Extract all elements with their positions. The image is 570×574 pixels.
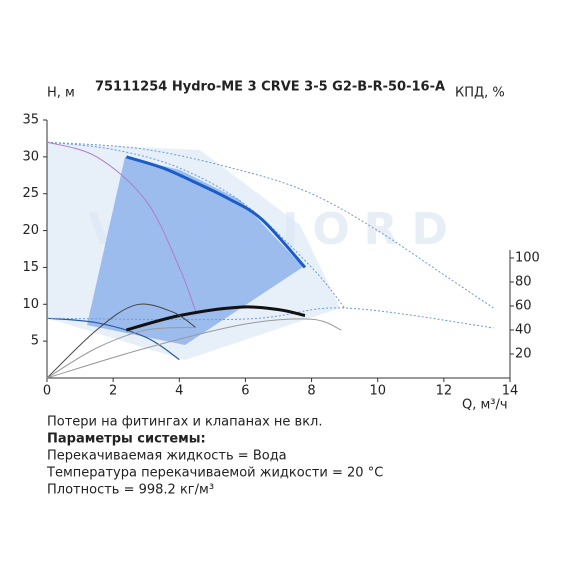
x-tick-label: 4 [175,384,183,399]
y-axis-label: H, м [47,86,75,101]
y2-tick-label: 100 [515,251,540,266]
y2-tick-label: 20 [515,347,532,362]
note-heading: Параметры системы: [47,432,206,447]
curve [46,307,494,329]
chart-title: 75111254 Hydro-ME 3 CRVE 3-5 G2-B-R-50-1… [95,80,445,95]
curve [46,141,197,312]
y-tick-label: 5 [31,334,39,349]
y-tick-label: 30 [22,149,39,164]
x-tick-label: 14 [502,384,519,399]
curve [125,155,307,269]
y-tick-label: 10 [22,297,39,312]
y2-tick-label: 40 [515,323,532,338]
y-tick-label: 35 [22,113,39,128]
note: Температура перекачиваемой жидкости = 20… [46,466,383,481]
y2-axis-label: КПД, % [455,86,505,101]
y-tick-label: 25 [22,186,39,201]
operating-range [87,157,303,345]
note: Плотность = 998.2 кг/м³ [47,483,214,498]
curve [46,317,180,361]
y-tick-label: 15 [22,260,39,275]
x-tick-label: 8 [307,384,315,399]
x-tick-label: 10 [369,384,386,399]
x-axis-label: Q, м³/ч [462,398,508,413]
curve [125,305,306,332]
curve [46,303,197,379]
x-tick-label: 2 [109,384,117,399]
x-tick-label: 12 [436,384,453,399]
curve [46,318,342,379]
y2-tick-label: 60 [515,299,532,314]
curve [46,327,196,379]
y-tick-label: 20 [22,223,39,238]
note: Потери на фитингах и клапанах не вкл. [47,415,323,430]
y2-tick-label: 80 [515,275,532,290]
x-tick-label: 6 [241,384,249,399]
note: Перекачиваемая жидкость = Вода [47,449,287,464]
x-tick-label: 0 [43,384,51,399]
